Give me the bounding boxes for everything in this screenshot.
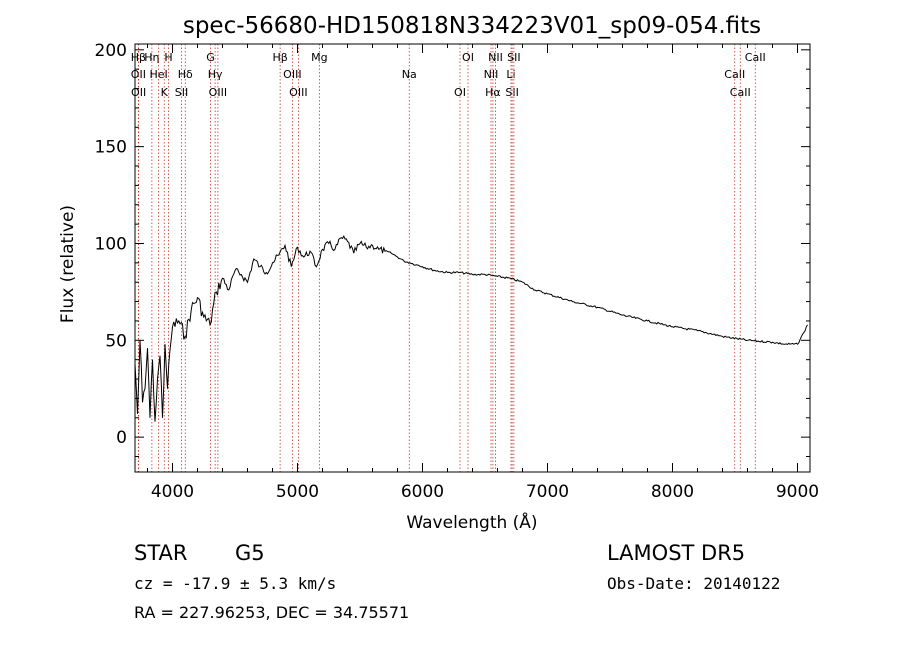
y-tick-label: 150 (95, 138, 127, 158)
line-marker-label: SII (175, 86, 188, 99)
x-tick-label: 9000 (776, 482, 819, 502)
x-tick-label: 6000 (401, 482, 444, 502)
line-marker-label: G (206, 51, 215, 64)
line-marker-label: Li (506, 68, 515, 81)
line-marker-label: OIII (209, 86, 227, 99)
line-marker-label: OIII (289, 86, 307, 99)
line-marker-label: Hγ (208, 68, 223, 81)
y-tick-label: 50 (105, 331, 127, 351)
line-marker-label: HeI (149, 68, 167, 81)
line-marker-label: CaII (724, 68, 745, 81)
x-tick-label: 5000 (276, 482, 319, 502)
object-class: STAR (134, 541, 188, 565)
line-marker-label: Mg (311, 51, 327, 64)
y-tick-label: 100 (95, 234, 127, 254)
x-axis-label: Wavelength (Å) (406, 511, 537, 533)
y-axis-label: Flux (relative) (58, 205, 78, 323)
line-marker-label: Na (402, 68, 417, 81)
line-marker-label: OI (462, 51, 474, 64)
y-tick-label: 0 (116, 428, 127, 448)
plot-frame (134, 43, 811, 473)
y-tick-label: 200 (95, 41, 127, 61)
line-marker-label: NII (488, 51, 503, 64)
line-marker-label: SII (505, 86, 518, 99)
data-release: LAMOST DR5 (607, 541, 746, 565)
observation-date: Obs-Date: 20140122 (607, 574, 781, 593)
line-marker-label: CaII (745, 51, 766, 64)
line-marker-label: K (161, 86, 169, 99)
line-marker-label: Hη (144, 51, 159, 64)
line-marker-label: CaII (730, 86, 751, 99)
spectral-subclass: G5 (235, 541, 265, 565)
line-marker-label: OIII (283, 68, 301, 81)
line-marker-label: Hβ (272, 51, 287, 64)
line-marker-label: OI (454, 86, 466, 99)
spectrum-line (134, 235, 808, 422)
line-marker-label: H (164, 51, 172, 64)
axis-ticks: 4000 5000 6000 7000 8000 9000 0 50 100 150 200 (95, 41, 820, 502)
x-tick-label: 7000 (526, 482, 569, 502)
redshift-velocity: cz = -17.9 ± 5.3 km/s (134, 574, 337, 593)
line-marker-label: Hα (485, 86, 501, 99)
line-marker-label: Hδ (178, 68, 193, 81)
coordinates: RA = 227.96253, DEC = 34.75571 (134, 603, 410, 622)
line-marker-label: OII (131, 86, 146, 99)
line-marker-label: SII (507, 51, 520, 64)
x-tick-label: 8000 (651, 482, 694, 502)
line-marker-label: NII (484, 68, 499, 81)
x-tick-label: 4000 (151, 482, 194, 502)
emission-line-markers: HβOIIOIIHηHeIKHHδSIIGHγOIIIHβOIIIOIIIMgN… (131, 44, 766, 472)
chart-title: spec-56680-HD150818N334223V01_sp09-054.f… (183, 13, 761, 39)
